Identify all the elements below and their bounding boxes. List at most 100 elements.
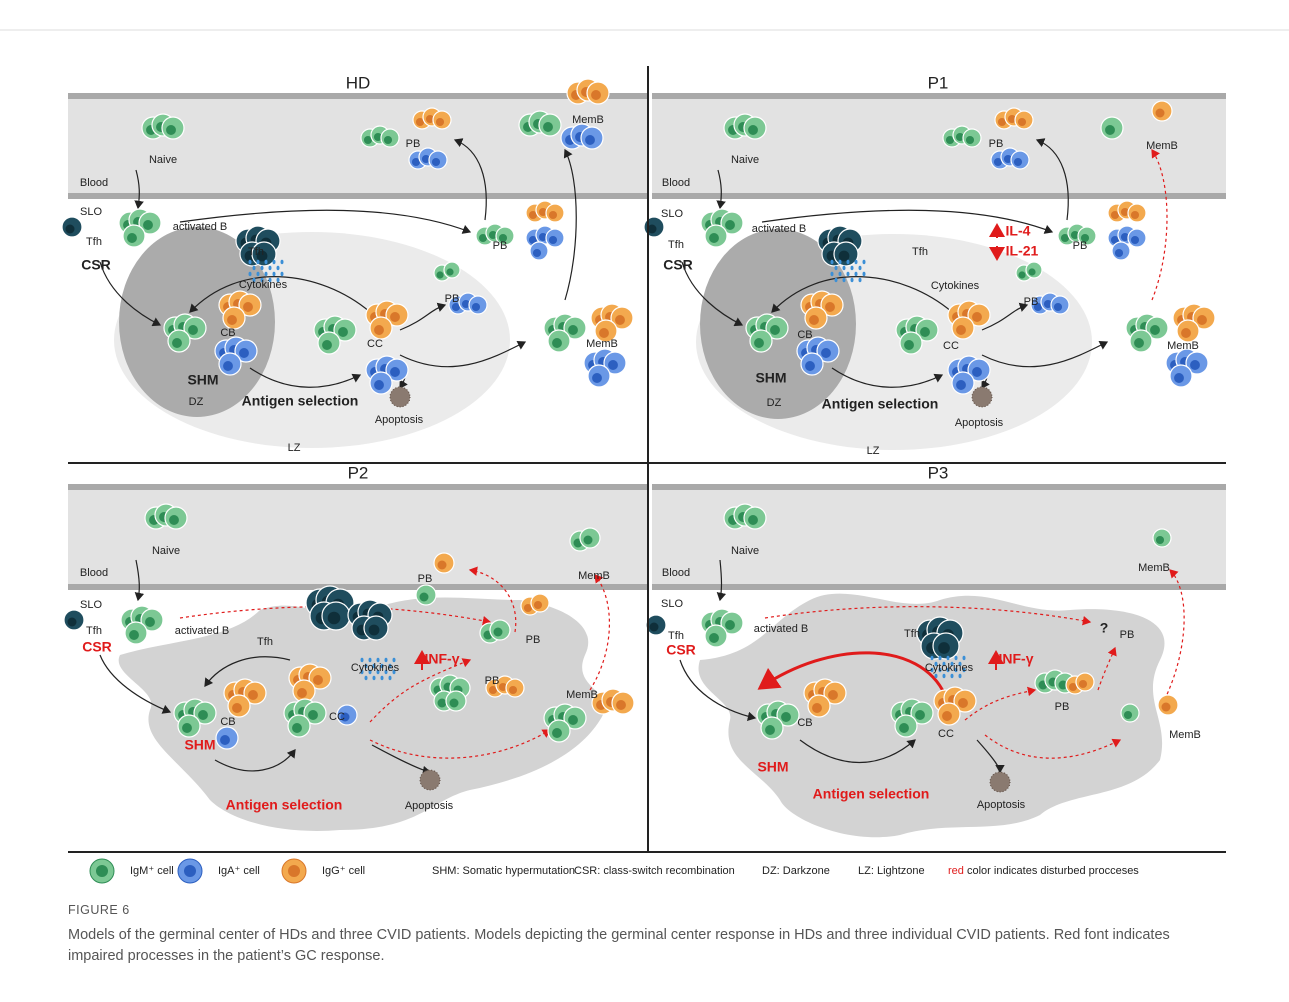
label: CSR [81,257,111,273]
cytokine [954,655,958,661]
cell-nucleus [308,710,318,720]
arrow [369,658,472,723]
cell-nucleus [552,728,562,738]
legend-label: IgA⁺ cell [218,865,260,877]
cell-nucleus [243,302,253,312]
cell-nucleus [256,250,268,262]
arrow [981,302,1029,331]
label: CB [220,716,235,728]
cell-nucleus [1033,302,1043,312]
cell-nucleus [821,348,831,358]
label: PB [485,675,500,687]
cytokine [380,663,384,669]
cytokine [858,277,862,283]
label: Antigen selection [813,786,930,802]
caption-label: FIGURE 6 [68,903,130,917]
cell-nucleus [419,592,429,602]
cell-nucleus [538,207,548,217]
cell-nucleus [292,723,302,733]
cytokine [830,271,834,277]
label: PB [1073,240,1088,252]
cell-nucleus [599,328,609,338]
cell-nucleus [938,642,950,654]
cell-nucleus [1110,210,1120,220]
cell-nucleus [647,224,657,234]
label: activated B [175,625,229,637]
label: INF-γ [999,651,1034,667]
label: Naive [731,545,759,557]
cytokine [248,271,252,277]
cell-nucleus [568,325,578,335]
cytokine [260,265,264,271]
cell-nucleus [812,703,822,713]
cell-nucleus [543,122,553,132]
cytokine [934,673,938,679]
cell-nucleus [383,135,393,145]
cell-nucleus [725,220,735,230]
label: Blood [662,177,690,189]
cell-nucleus [942,711,952,721]
cytokine [256,271,260,277]
arrow [399,302,447,331]
cytokine [372,663,376,669]
label: DZ [189,396,204,408]
label: SLO [80,206,102,218]
cell-nucleus [972,367,982,377]
cell-nucleus [1013,157,1023,167]
caption-text: Models of the germinal center of HDs and… [68,927,1170,964]
cell-nucleus [1181,328,1191,338]
label: SLO [80,599,102,611]
label: Tfh [904,628,920,640]
cytokine [384,669,388,675]
cytokine [360,669,364,675]
label: MemB [1146,140,1178,152]
apoptotic-cell [419,769,441,791]
cell-nucleus [972,312,982,322]
cytokine [854,271,858,277]
label: INF-γ [425,651,460,667]
label: Antigen selection [242,393,359,409]
label: Apoptosis [955,417,1004,429]
label: Tfh [86,236,102,248]
cell-nucleus [523,603,533,613]
cell-nucleus [437,560,447,570]
cell-nucleus [223,361,233,371]
cell-nucleus [373,132,383,142]
cell-nucleus [1070,230,1080,240]
label: Tfh [248,246,264,258]
cell-nucleus [145,617,155,627]
arrow [468,566,517,633]
cytokine [368,669,372,675]
cytokine [248,259,252,265]
cell-nucleus [248,690,258,700]
cell-nucleus [1130,210,1140,220]
cytokine [364,663,368,669]
band-edge [68,584,648,590]
legend-label: SHM: Somatic hypermutation [432,865,575,877]
legend-label: IgM⁺ cell [130,865,174,877]
label: Antigen selection [822,396,939,412]
cytokine [862,259,866,265]
label: PB [1120,629,1135,641]
cytokine [958,661,962,667]
label: Cytokines [925,662,974,674]
band-edge [68,93,648,99]
label: SLO [661,208,683,220]
label: SHM [184,737,215,753]
cytokine [360,657,364,663]
cytokine [930,655,934,661]
arrow [764,606,1092,626]
label: CC [329,711,345,723]
cell-nucleus [451,302,461,312]
band-edge [652,484,1226,490]
arrow [134,559,145,602]
arrow [681,261,744,327]
blood-band [68,484,648,589]
cell-nucleus [1161,702,1171,712]
label: IL-21 [1006,243,1039,259]
cells [61,78,1216,793]
cell-nucleus [538,232,548,242]
cell-nucleus [166,125,176,135]
cell-nucleus [956,380,966,390]
